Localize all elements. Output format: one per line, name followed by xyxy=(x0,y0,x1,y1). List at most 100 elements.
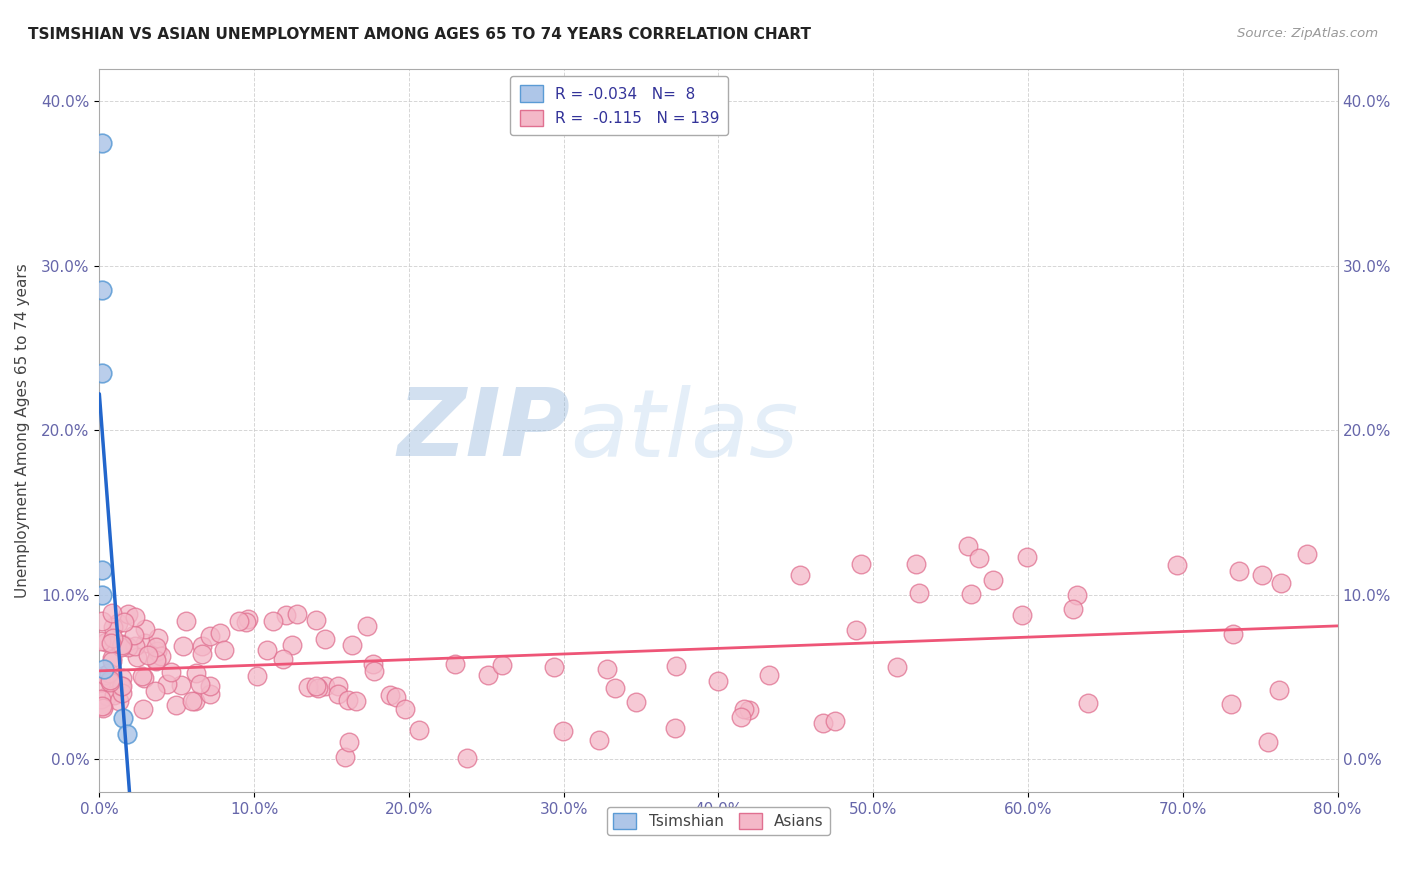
Point xyxy=(112,615,135,630)
Point xyxy=(180,693,202,707)
Point xyxy=(107,616,129,631)
Text: ZIP: ZIP xyxy=(396,384,569,476)
Point xyxy=(101,606,124,620)
Point xyxy=(553,724,575,739)
Point xyxy=(738,704,761,718)
Point xyxy=(273,652,295,666)
Point xyxy=(908,586,931,600)
Point xyxy=(172,640,194,654)
Point xyxy=(363,664,385,678)
Point xyxy=(344,694,367,708)
Point xyxy=(1220,697,1243,711)
Point xyxy=(960,586,983,600)
Point xyxy=(1268,683,1291,698)
Point xyxy=(111,671,134,685)
Point xyxy=(328,687,350,701)
Point xyxy=(200,629,222,643)
Point xyxy=(208,625,231,640)
Point xyxy=(155,677,177,691)
Point xyxy=(314,679,336,693)
Text: atlas: atlas xyxy=(569,384,799,475)
Point xyxy=(134,636,156,650)
Point xyxy=(624,695,647,709)
Point xyxy=(134,622,156,636)
Point xyxy=(91,698,114,713)
Point xyxy=(228,614,250,628)
Point xyxy=(100,655,122,669)
Point xyxy=(101,650,124,665)
Point xyxy=(159,665,181,679)
Point xyxy=(314,632,336,647)
Point xyxy=(385,690,408,704)
Point xyxy=(111,637,134,651)
Point xyxy=(91,614,114,628)
Point xyxy=(111,685,134,699)
Point xyxy=(981,573,1004,587)
Point xyxy=(100,636,122,650)
Point xyxy=(198,679,221,693)
Point xyxy=(256,643,278,657)
Point xyxy=(91,699,114,714)
Point xyxy=(98,673,121,687)
Point xyxy=(664,721,686,735)
Point xyxy=(1222,627,1244,641)
Point xyxy=(1066,587,1088,601)
Point xyxy=(91,284,114,298)
Point xyxy=(543,660,565,674)
Point xyxy=(91,588,114,602)
Point xyxy=(1257,735,1279,749)
Point xyxy=(111,638,134,652)
Point xyxy=(340,639,363,653)
Point xyxy=(91,563,114,577)
Point xyxy=(886,659,908,673)
Point xyxy=(124,627,146,641)
Point xyxy=(165,698,187,712)
Point xyxy=(849,557,872,571)
Point xyxy=(1077,696,1099,710)
Point xyxy=(145,653,167,667)
Point xyxy=(110,640,132,655)
Point xyxy=(408,723,430,737)
Point xyxy=(326,679,349,693)
Point xyxy=(136,648,159,662)
Legend: Tsimshian, Asians: Tsimshian, Asians xyxy=(607,806,830,835)
Point xyxy=(183,694,205,708)
Point xyxy=(101,620,124,634)
Point xyxy=(191,647,214,661)
Point xyxy=(188,676,211,690)
Point xyxy=(730,710,752,724)
Point xyxy=(124,639,146,653)
Point xyxy=(603,681,626,695)
Point xyxy=(456,750,478,764)
Point xyxy=(824,714,846,728)
Point xyxy=(111,711,134,725)
Point xyxy=(957,539,980,553)
Point xyxy=(285,607,308,621)
Point xyxy=(149,648,172,663)
Point xyxy=(477,668,499,682)
Point xyxy=(124,610,146,624)
Point xyxy=(707,673,730,688)
Point xyxy=(394,702,416,716)
Point xyxy=(143,684,166,698)
Point xyxy=(170,678,193,692)
Point xyxy=(665,659,688,673)
Point xyxy=(90,675,112,690)
Point xyxy=(1270,576,1292,591)
Point xyxy=(125,649,148,664)
Point xyxy=(94,668,117,682)
Point xyxy=(93,662,115,676)
Point xyxy=(91,366,114,380)
Text: TSIMSHIAN VS ASIAN UNEMPLOYMENT AMONG AGES 65 TO 74 YEARS CORRELATION CHART: TSIMSHIAN VS ASIAN UNEMPLOYMENT AMONG AG… xyxy=(28,27,811,42)
Point xyxy=(90,691,112,706)
Point xyxy=(97,666,120,681)
Point xyxy=(145,640,167,655)
Point xyxy=(94,634,117,648)
Y-axis label: Unemployment Among Ages 65 to 74 years: Unemployment Among Ages 65 to 74 years xyxy=(15,263,30,598)
Point xyxy=(91,136,114,150)
Point xyxy=(115,727,138,741)
Point xyxy=(117,640,139,655)
Point xyxy=(281,638,304,652)
Point xyxy=(110,679,132,693)
Point xyxy=(176,614,198,628)
